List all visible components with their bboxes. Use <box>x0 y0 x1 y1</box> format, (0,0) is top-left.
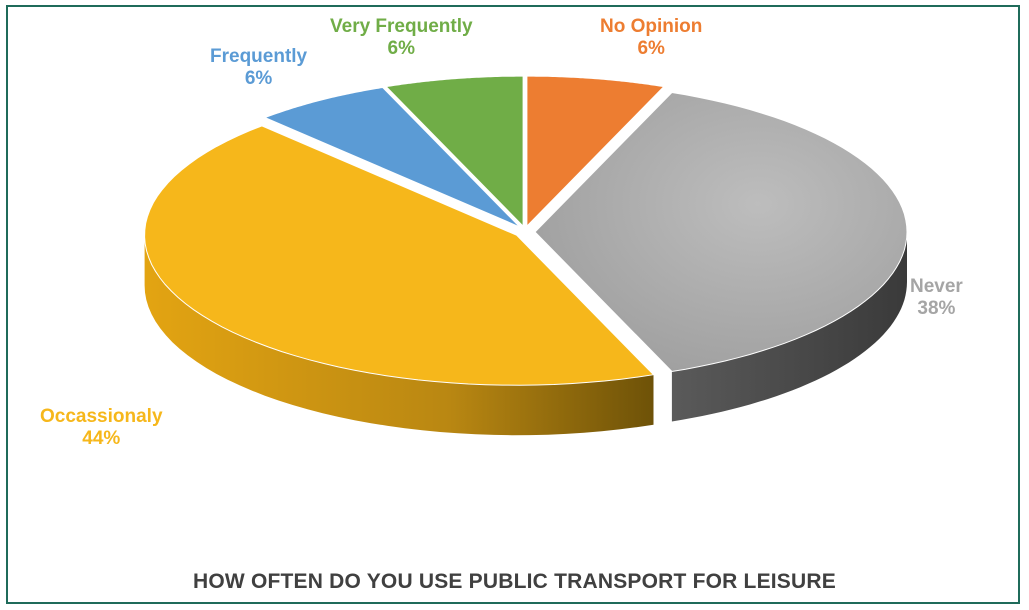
chart-title: HOW OFTEN DO YOU USE PUBLIC TRANSPORT FO… <box>193 570 836 593</box>
pie-side-never <box>671 232 907 422</box>
slice-label-never: Never 38% <box>910 276 963 320</box>
pie-slice-frequently <box>263 86 520 228</box>
pie-slice-no-opinion <box>526 75 665 228</box>
pie-slice-occassionaly <box>144 125 655 386</box>
slice-label-no-opinion: No Opinion 6% <box>600 16 702 60</box>
slice-percent: 6% <box>244 68 273 89</box>
slice-name: Frequently <box>210 46 308 67</box>
pie-slice-never <box>534 91 908 373</box>
slice-percent: 38% <box>917 298 956 319</box>
slice-name: Very Frequently <box>330 16 473 37</box>
slice-percent: 44% <box>82 428 121 449</box>
slice-label-frequently: Frequently 6% <box>210 46 307 90</box>
slice-name: No Opinion <box>600 16 703 37</box>
slice-name: Occassionaly <box>40 406 163 427</box>
slice-label-occassionaly: Occassionaly 44% <box>40 406 163 450</box>
slice-label-very-frequently: Very Frequently 6% <box>330 16 473 60</box>
pie-slice-very-frequently <box>385 75 524 228</box>
slice-name: Never <box>910 276 963 297</box>
slice-percent: 6% <box>387 38 416 59</box>
slice-percent: 6% <box>637 38 665 59</box>
